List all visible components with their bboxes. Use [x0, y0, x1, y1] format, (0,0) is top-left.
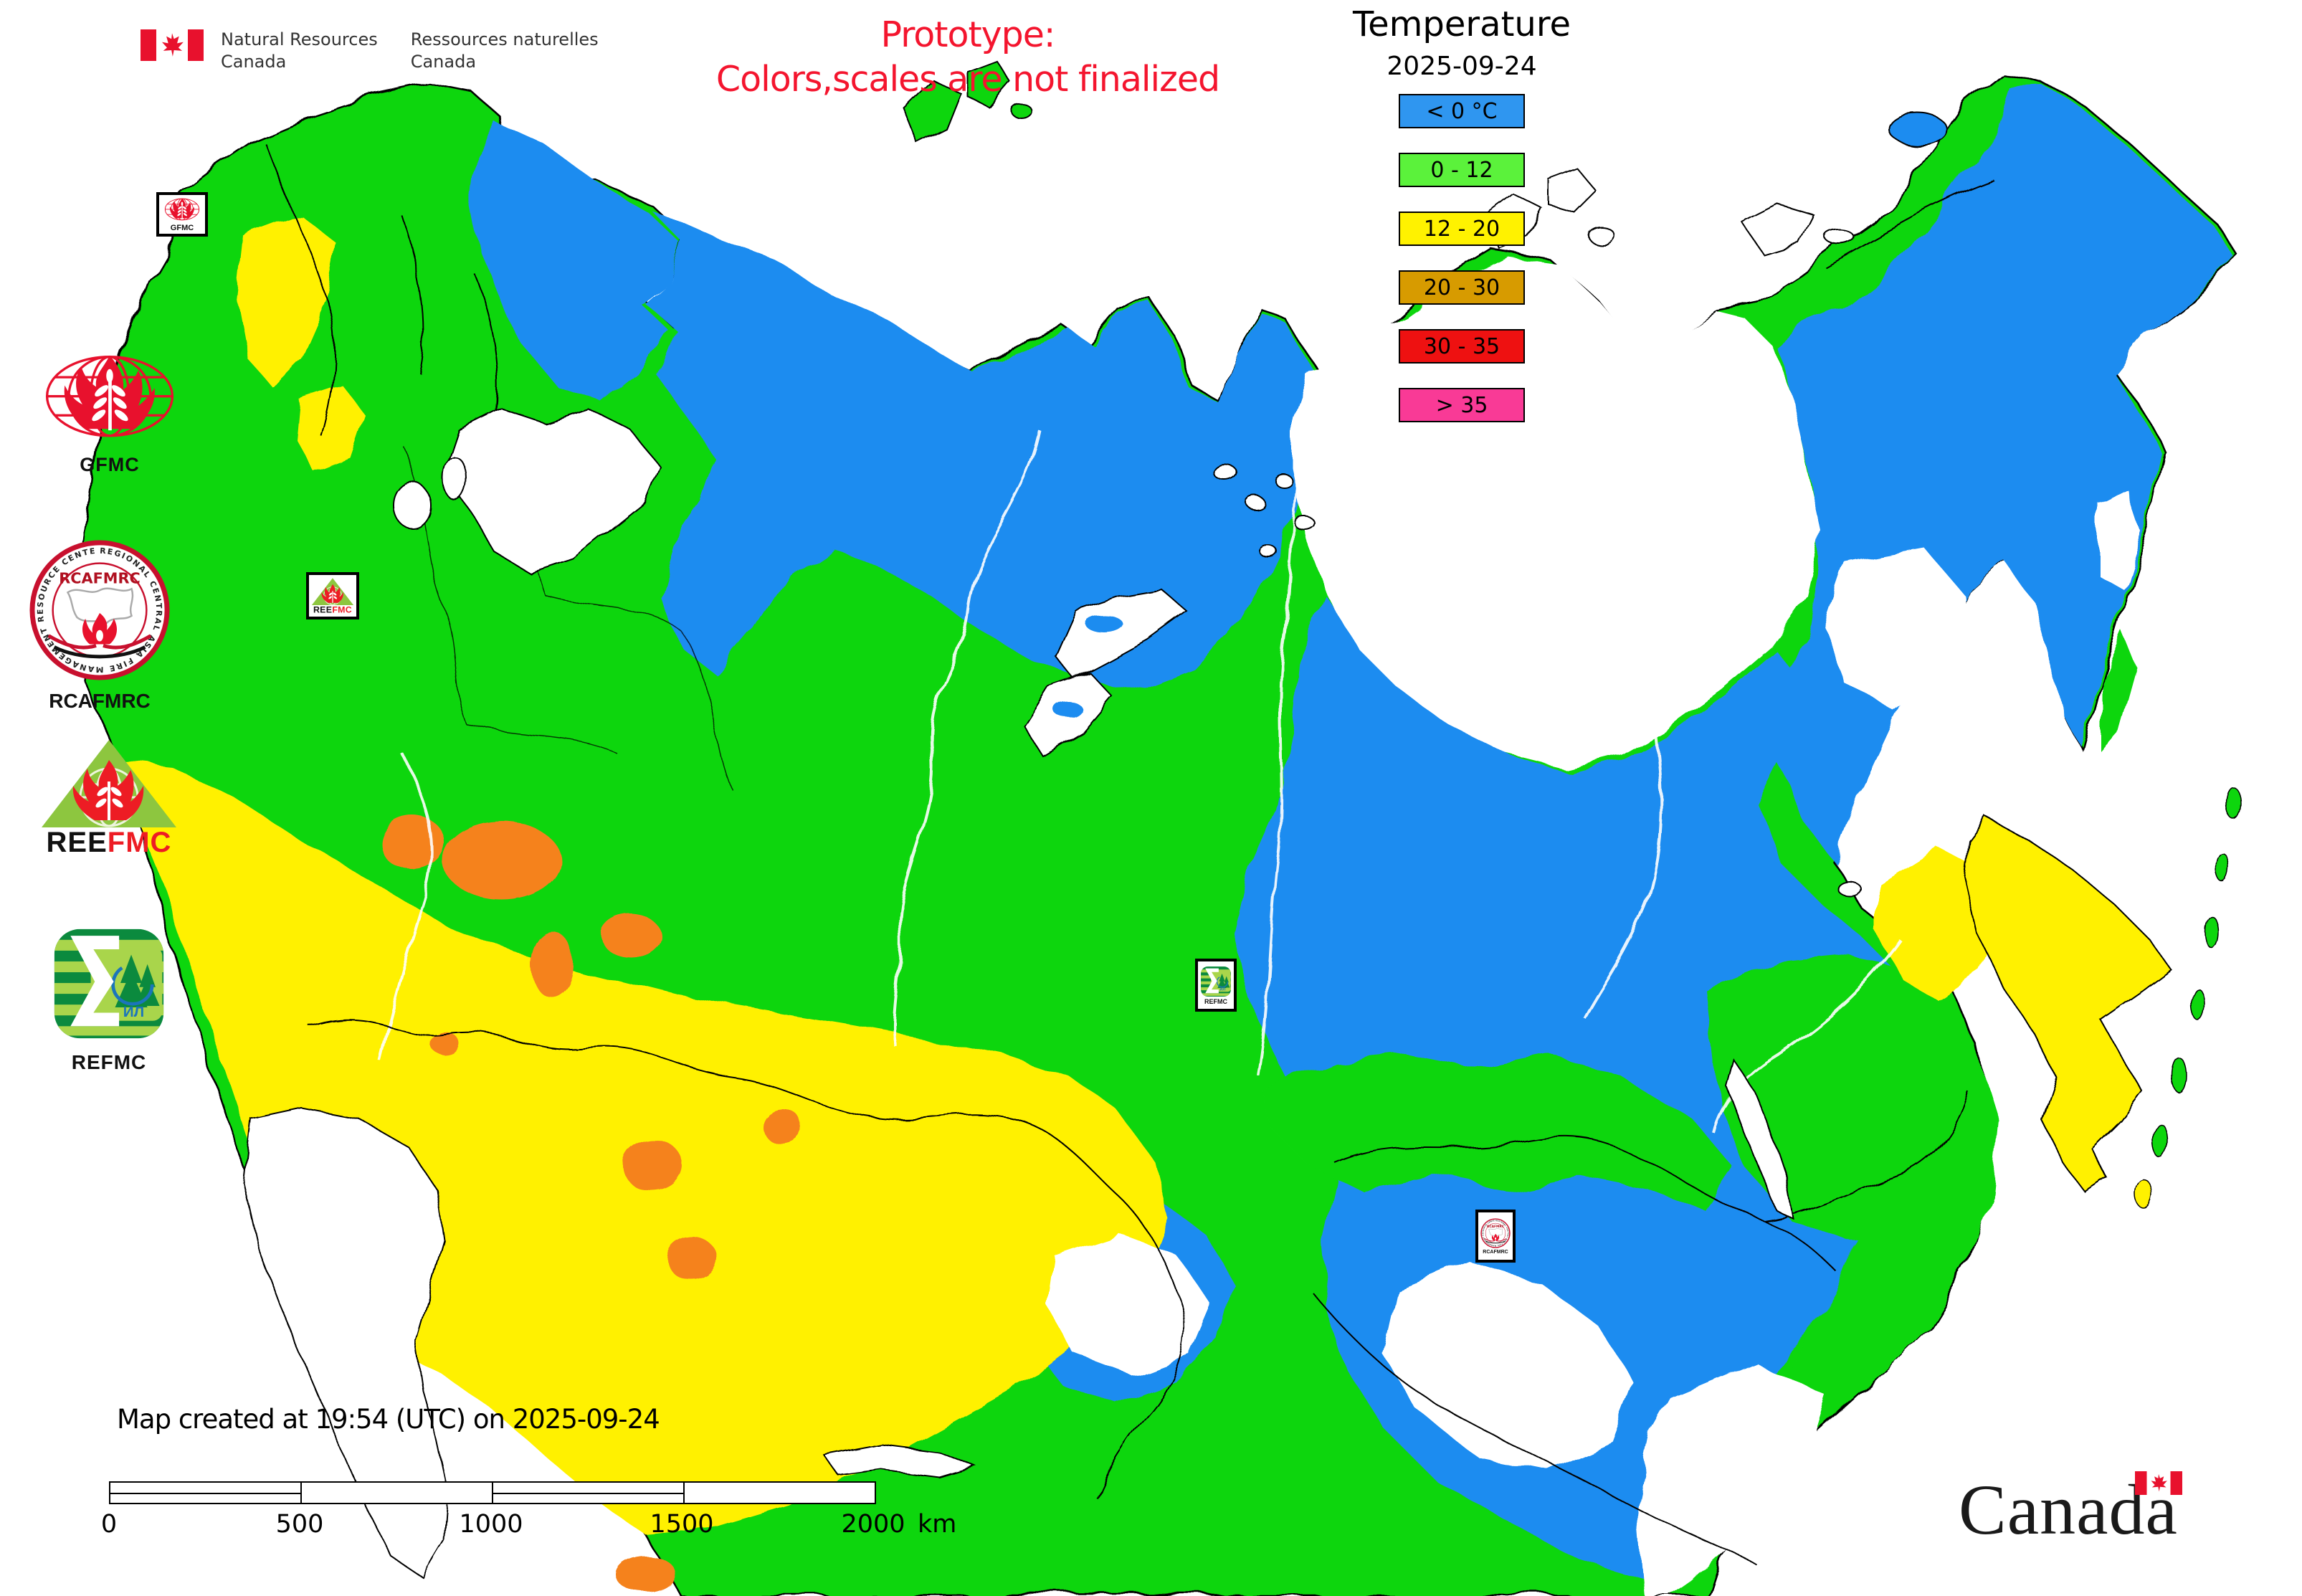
legend: Temperature 2025-09-24 < 0 °C 0 - 12 12 …	[1328, 4, 1595, 447]
scale-unit: km	[918, 1510, 957, 1539]
legend-item-30-35: 30 - 35	[1399, 329, 1525, 364]
legend-swatches: < 0 °C 0 - 12 12 - 20 20 - 30 30 - 35 > …	[1399, 94, 1525, 422]
warm-spots-orange	[380, 815, 802, 1592]
refmc-label: REFMC	[71, 1051, 147, 1073]
nrcan-text-en: Natural Resources Canada	[221, 29, 378, 72]
scale-label-2000: 2000	[841, 1510, 905, 1539]
refmc-logo-icon	[1200, 966, 1232, 997]
canada-flag-icon	[2135, 1471, 2182, 1495]
legend-item-above-35: > 35	[1399, 388, 1525, 422]
legend-item-below-0: < 0 °C	[1399, 94, 1525, 128]
rcafmrc-logo-icon	[29, 539, 171, 681]
scale-label-500: 500	[275, 1510, 324, 1539]
scale-segment-4	[685, 1483, 875, 1503]
scale-bar	[109, 1481, 876, 1504]
reefmc-logo-icon	[310, 577, 355, 614]
prototype-warning: Prototype: Colors,scales are not finaliz…	[715, 14, 1220, 100]
scale-label-0: 0	[100, 1510, 118, 1539]
lakes	[242, 407, 1795, 1579]
nrcan-text-fr: Ressources naturelles Canada	[410, 29, 599, 72]
gfmc-logo: GFMC	[42, 351, 178, 476]
map-marker-rcafmrc: RCAFMRC	[1475, 1210, 1516, 1263]
legend-title: Temperature	[1352, 4, 1571, 44]
map-marker-refmc: REFMC	[1195, 959, 1237, 1012]
rcafmrc-label: RCAFMRC	[49, 690, 151, 712]
legend-item-12-20: 12 - 20	[1399, 212, 1525, 246]
borders	[266, 144, 1995, 1565]
rivers	[379, 429, 1901, 1134]
map-marker-gfmc: GFMC	[156, 192, 208, 237]
kuril-islands	[2134, 787, 2241, 1209]
canada-wordmark: Canada	[1959, 1468, 2231, 1569]
nodata-white	[1047, 256, 2140, 1596]
sakhalin-island	[1963, 816, 2172, 1193]
map-marker-reefmc	[306, 572, 359, 619]
scale-labels: 0 500 1000 1500 2000 km	[101, 1510, 1041, 1543]
scale-label-1500: 1500	[650, 1510, 714, 1539]
scale-segment-2	[302, 1483, 493, 1503]
map-marker-rcafmrc-label: RCAFMRC	[1483, 1249, 1508, 1255]
nrcan-signature: Natural Resources Canada Ressources natu…	[141, 29, 599, 73]
gfmc-label: GFMC	[80, 454, 140, 475]
gfmc-logo-icon	[42, 351, 178, 447]
legend-item-0-12: 0 - 12	[1399, 153, 1525, 187]
refmc-logo: REFMC	[52, 926, 166, 1074]
reefmc-logo	[37, 737, 181, 860]
reefmc-logo-icon	[37, 737, 181, 858]
map-marker-gfmc-label: GFMC	[170, 223, 194, 232]
scale-segment-1	[110, 1483, 302, 1503]
rcafmrc-logo-icon	[1480, 1218, 1511, 1248]
refmc-logo-icon	[52, 926, 166, 1041]
scale-label-1000: 1000	[459, 1510, 523, 1539]
canada-flag-icon	[141, 29, 204, 62]
legend-date: 2025-09-24	[1387, 52, 1537, 81]
legend-item-20-30: 20 - 30	[1399, 270, 1525, 305]
map-created-text: Map created at 19:54 (UTC) on 2025-09-24	[117, 1404, 660, 1435]
scale-segment-3	[493, 1483, 685, 1503]
gfmc-logo-icon	[163, 197, 201, 223]
map-marker-refmc-label: REFMC	[1204, 997, 1227, 1005]
rcafmrc-logo: RCAFMRC	[29, 539, 171, 713]
